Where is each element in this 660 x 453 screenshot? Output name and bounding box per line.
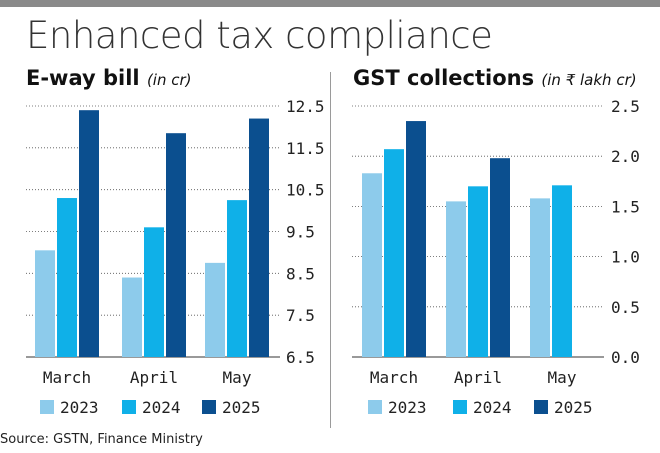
main-title: Enhanced tax compliance (26, 14, 493, 57)
gst-legend-label: 2024 (473, 398, 512, 417)
gst-bar-march-2024 (384, 149, 404, 357)
gst-ytick-label: 1.5 (611, 197, 640, 216)
eway-legend-swatch-2023 (40, 400, 54, 414)
gst-category-label: March (370, 368, 418, 387)
eway-legend-label: 2023 (60, 398, 99, 417)
gst-legend-swatch-2025 (534, 400, 548, 414)
eway-bar-march-2023 (35, 250, 55, 357)
eway-ytick-label: 8.5 (286, 264, 315, 283)
eway-ytick-label: 9.5 (286, 223, 315, 242)
eway-legend-swatch-2025 (202, 400, 216, 414)
gst-bar-may-2024 (552, 185, 572, 357)
eway-ytick-label: 6.5 (286, 348, 315, 367)
gst-bar-march-2023 (362, 173, 382, 357)
eway-ytick-label: 11.5 (286, 139, 325, 158)
eway-bar-may-2025 (249, 118, 269, 357)
eway-bar-march-2025 (79, 110, 99, 357)
eway-bar-april-2024 (144, 227, 164, 357)
gst-ytick-label: 2.5 (611, 97, 640, 116)
gst-legend-label: 2023 (388, 398, 427, 417)
gst-bar-april-2023 (446, 201, 466, 357)
gst-ytick-label: 0.0 (611, 348, 640, 367)
gst-ytick-label: 1.0 (611, 248, 640, 267)
gst-bar-april-2024 (468, 186, 488, 357)
gst-unit: (in ₹ lakh cr) (541, 71, 637, 89)
eway-ytick-label: 10.5 (286, 181, 325, 200)
eway-legend-label: 2025 (222, 398, 261, 417)
top-bar (0, 0, 660, 7)
eway-ytick-label: 12.5 (286, 97, 325, 116)
source-note: Source: GSTN, Finance Ministry (0, 432, 203, 447)
eway-bar-may-2023 (205, 262, 225, 357)
gst-collections-chart: 0.0 0.5 1.0 1.5 2.0 2.5 March April May 2023 2024 2… (352, 97, 640, 417)
eway-bar-april-2025 (166, 133, 186, 357)
panel-divider (330, 72, 331, 428)
eway-category-label: March (43, 368, 91, 387)
eway-legend-label: 2024 (142, 398, 181, 417)
eway-legend-swatch-2024 (122, 400, 136, 414)
eway-title: E-way bill (26, 66, 140, 90)
gst-panel-title: GST collections (in ₹ lakh cr) (353, 66, 637, 90)
gst-category-label: May (548, 368, 577, 387)
gst-ytick-label: 2.0 (611, 147, 640, 166)
gst-legend-label: 2025 (554, 398, 593, 417)
eway-bar-april-2023 (122, 277, 142, 357)
eway-panel-title: E-way bill (in cr) (26, 66, 192, 90)
eway-bar-may-2024 (227, 200, 247, 357)
eway-ytick-label: 7.5 (286, 306, 315, 325)
gst-ytick-label: 0.5 (611, 298, 640, 317)
gst-bar-march-2025 (406, 121, 426, 357)
gst-bar-april-2025 (490, 158, 510, 357)
gst-category-label: April (454, 368, 502, 387)
gst-legend-swatch-2023 (368, 400, 382, 414)
eway-bill-chart: 6.5 7.5 8.5 9.5 10.5 11.5 12.5 March April May 202… (26, 97, 325, 417)
gst-bar-may-2023 (530, 198, 550, 357)
gst-legend-swatch-2024 (453, 400, 467, 414)
eway-category-label: May (223, 368, 252, 387)
eway-category-label: April (130, 368, 178, 387)
eway-unit: (in cr) (146, 71, 192, 89)
gst-title: GST collections (353, 66, 535, 90)
eway-bar-march-2024 (57, 198, 77, 357)
